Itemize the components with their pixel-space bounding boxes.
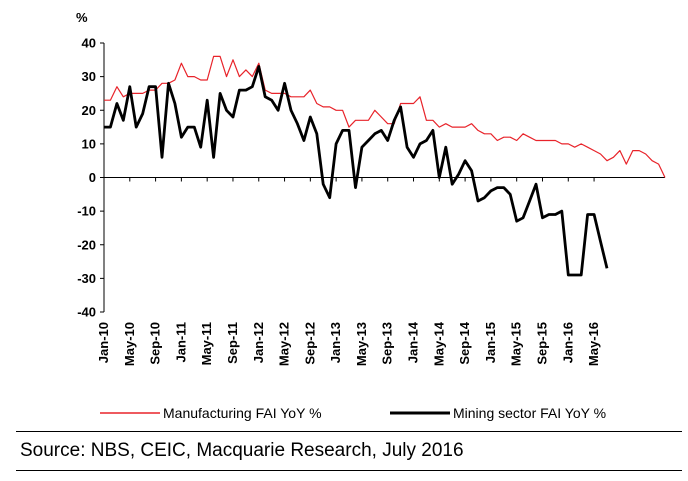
y-tick-label: -40 <box>77 305 96 320</box>
y-axis-unit-label: % <box>76 10 88 25</box>
x-tick-label: May-14 <box>431 321 446 366</box>
x-tick-label: Jan-14 <box>406 321 421 363</box>
manufacturing-series-line <box>104 55 666 178</box>
x-tick-label: May-11 <box>199 322 214 365</box>
legend: Manufacturing FAI YoY % Mining sector FAI… <box>100 405 606 421</box>
y-axis: 40 30 20 10 0 -10 -20 -30 -40 <box>77 36 105 320</box>
y-tick-label: 30 <box>82 69 96 84</box>
x-tick-label: May-15 <box>509 322 524 366</box>
y-tick-label: -10 <box>77 204 96 219</box>
y-tick-label: 40 <box>82 36 96 51</box>
y-tick-label: -30 <box>77 271 96 286</box>
x-tick-label: May-13 <box>354 322 369 366</box>
x-tick-label: Jan-13 <box>328 322 343 363</box>
y-tick-label: 10 <box>82 136 96 151</box>
y-tick-label: 0 <box>89 170 96 185</box>
x-tick-label: May-10 <box>122 322 137 366</box>
x-tick-label: Jan-15 <box>483 322 498 363</box>
source-top-rule <box>16 431 682 432</box>
source-note: Source: NBS, CEIC, Macquarie Research, J… <box>20 440 464 461</box>
x-tick-label: Jan-10 <box>96 322 111 363</box>
x-tick-label: Sep-14 <box>457 321 472 364</box>
legend-label: Manufacturing FAI YoY % <box>163 405 322 421</box>
x-axis: Jan-10 May-10 Sep-10 Jan-11 May-11 Sep-11 Jan-… <box>96 177 665 366</box>
source-bottom-rule <box>16 470 682 471</box>
series-layer <box>104 55 666 277</box>
x-tick-label: Sep-10 <box>148 322 163 365</box>
legend-label: Mining sector FAI YoY % <box>453 405 606 421</box>
x-tick-label: Sep-13 <box>380 322 395 365</box>
x-tick-label: May-12 <box>277 322 292 366</box>
x-tick-label: May-16 <box>586 322 601 366</box>
x-tick-label: Sep-11 <box>225 322 240 364</box>
x-tick-label: Jan-12 <box>251 322 266 363</box>
mining-series-line <box>104 65 609 277</box>
y-tick-label: -20 <box>77 237 96 252</box>
x-tick-label: Sep-15 <box>534 322 549 365</box>
x-tick-label: Sep-12 <box>302 322 317 365</box>
y-tick-label: 20 <box>82 103 96 118</box>
x-tick-label: Jan-11 <box>173 322 188 362</box>
x-tick-label: Jan-16 <box>560 322 575 363</box>
